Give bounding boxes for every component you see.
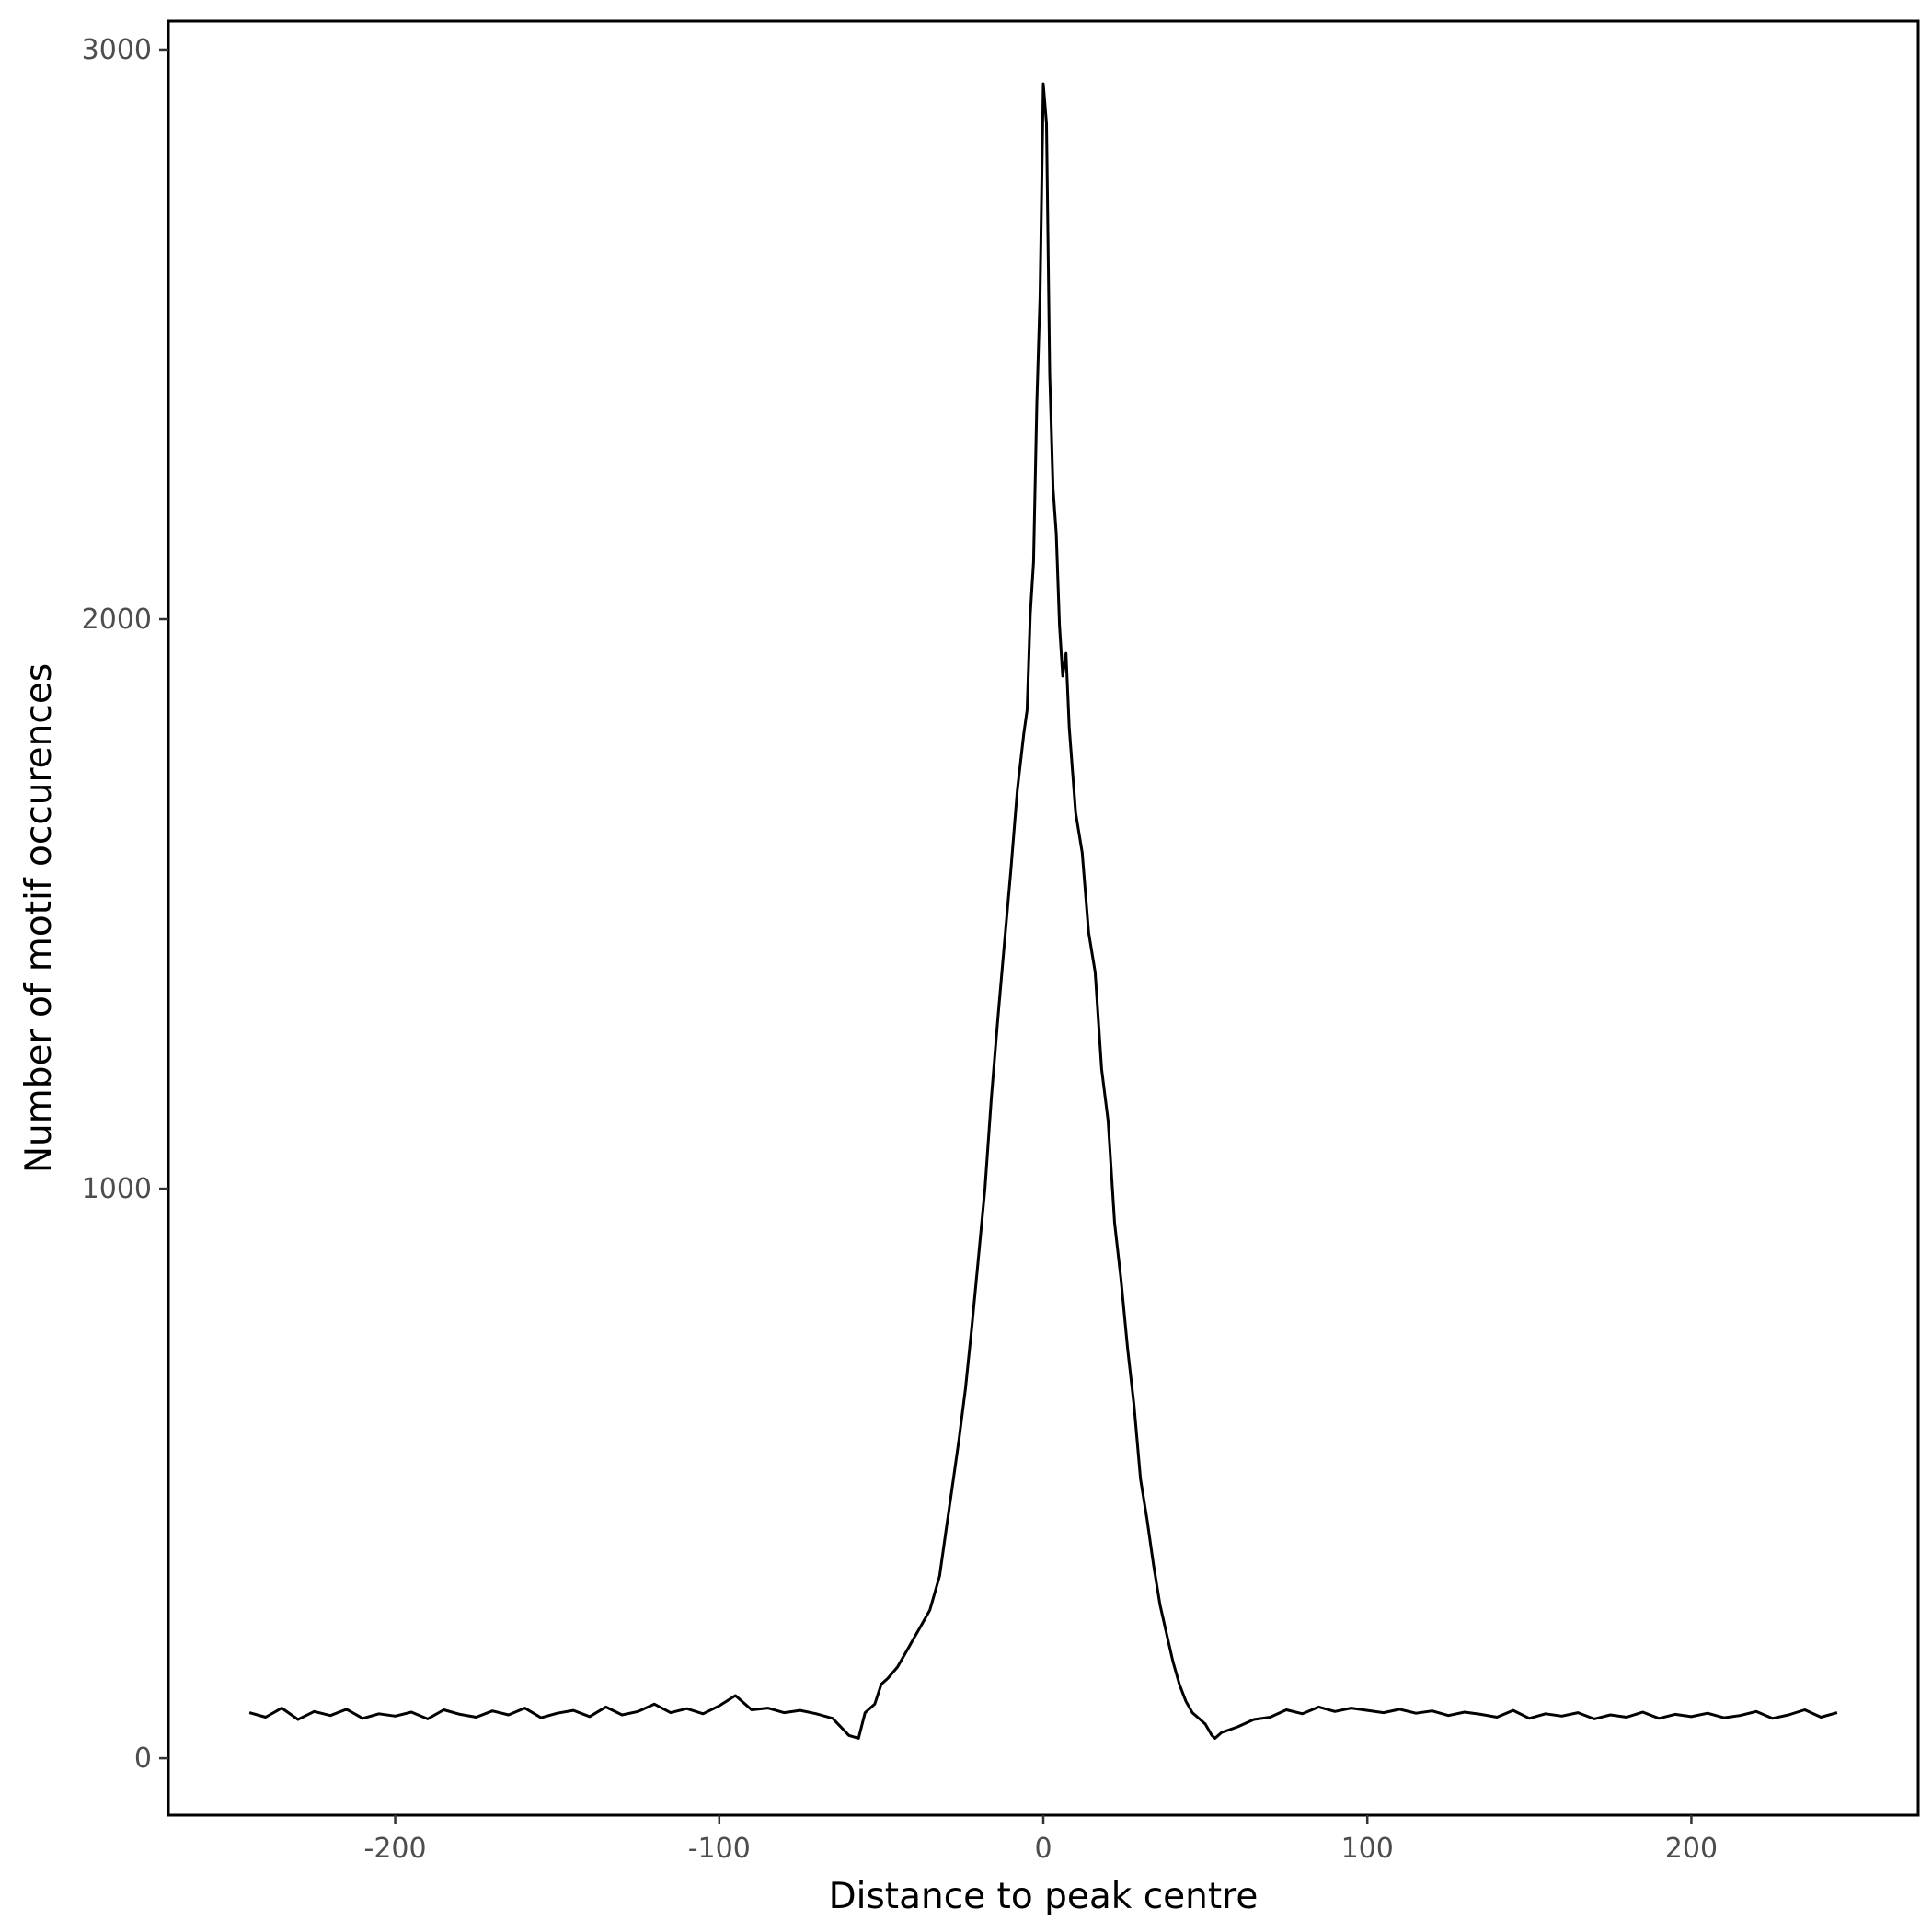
y-tick-label: 1000 bbox=[82, 1173, 152, 1205]
x-tick-label: 0 bbox=[1034, 1833, 1052, 1865]
x-tick-label: 100 bbox=[1341, 1833, 1394, 1865]
series-line bbox=[248, 82, 1838, 1740]
x-tick-label: -100 bbox=[688, 1833, 751, 1865]
x-tick-label: -200 bbox=[364, 1833, 427, 1865]
x-axis-title: Distance to peak centre bbox=[829, 1876, 1259, 1917]
y-tick-label: 2000 bbox=[82, 604, 152, 636]
x-tick-label: 200 bbox=[1665, 1833, 1718, 1865]
y-tick-label: 3000 bbox=[82, 34, 152, 66]
y-axis-title: Number of motif occurences bbox=[18, 663, 60, 1173]
y-tick-label: 0 bbox=[134, 1742, 152, 1775]
series-layer bbox=[248, 82, 1838, 1740]
